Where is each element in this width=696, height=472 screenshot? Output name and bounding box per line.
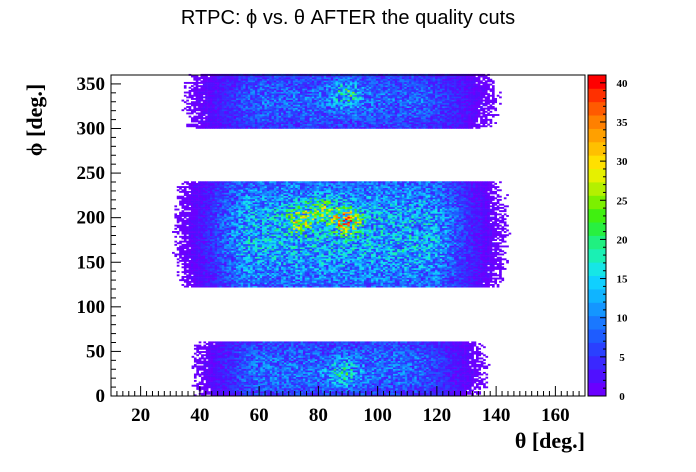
heatmap-band-2 <box>181 73 502 129</box>
colorbar-tick-label: 10 <box>617 313 629 325</box>
colorbar-swatch <box>588 315 606 330</box>
x-axis-title: θ [deg.] <box>515 428 585 453</box>
colorbar-swatch <box>588 302 606 317</box>
x-tick-label: 60 <box>250 405 269 426</box>
y-tick-label: 200 <box>77 208 106 229</box>
colorbar-tick-label: 40 <box>617 78 629 90</box>
colorbar-swatch <box>588 75 606 89</box>
colorbar-tick-label: 25 <box>617 195 629 207</box>
colorbar-tick-label: 30 <box>617 156 629 168</box>
colorbar-swatch <box>588 329 606 343</box>
colorbar-swatch <box>588 262 606 277</box>
colorbar-tick-label: 0 <box>619 391 625 403</box>
colorbar-swatch <box>588 248 606 263</box>
colorbar-swatch <box>588 275 606 290</box>
x-tick-label: 140 <box>482 405 511 426</box>
y-axis-ticks: 0 50 100 150 200 250 300 350 <box>77 74 121 407</box>
heatmap-cells <box>172 73 512 397</box>
colorbar-swatch <box>588 101 606 116</box>
colorbar-swatch <box>588 168 606 183</box>
y-tick-label: 50 <box>86 341 105 362</box>
x-tick-label: 80 <box>309 405 328 426</box>
colorbar-tick-label: 20 <box>617 234 629 246</box>
colorbar-tick-label: 15 <box>617 274 629 286</box>
x-tick-label: 40 <box>190 405 209 426</box>
colorbar-swatch <box>588 141 606 156</box>
colorbar-swatch <box>588 342 606 357</box>
y-tick-label: 100 <box>77 297 106 318</box>
colorbar-tick-label: 5 <box>619 352 625 364</box>
x-tick-label: 160 <box>541 405 570 426</box>
colorbar-tick-label: 35 <box>617 117 629 129</box>
chart-title: RTPC: ϕ vs. θ AFTER the quality cuts <box>181 7 515 29</box>
x-axis-ticks: 20 40 60 80 100 120 140 160 <box>110 386 586 426</box>
colorbar-swatch <box>588 195 606 210</box>
x-tick-label: 20 <box>131 405 150 426</box>
colorbar-ticks: 0 5 10 15 20 25 30 35 40 <box>600 74 629 403</box>
x-tick-label: 120 <box>423 405 452 426</box>
colorbar-swatch <box>588 155 606 170</box>
colorbar-swatch <box>588 222 606 236</box>
colorbar-swatch <box>588 208 606 223</box>
y-tick-label: 350 <box>77 74 106 95</box>
colorbar-swatch <box>588 88 606 103</box>
x-tick-label: 100 <box>363 405 392 426</box>
y-axis-title: ϕ [deg.] <box>22 84 47 156</box>
y-tick-label: 0 <box>96 386 106 407</box>
colorbar-swatch <box>588 128 606 143</box>
colorbar-swatch <box>588 115 606 129</box>
heatmap-band-0 <box>191 341 491 397</box>
colorbar-swatch <box>588 182 606 196</box>
colorbar-swatch <box>588 369 606 384</box>
colorbar-swatch <box>588 355 606 370</box>
colorbar-swatch <box>588 382 606 397</box>
y-tick-label: 300 <box>77 119 106 140</box>
colorbar <box>587 74 607 397</box>
heatmap-band-1 <box>172 181 512 288</box>
y-tick-label: 150 <box>77 252 106 273</box>
colorbar-swatch <box>588 289 606 303</box>
colorbar-frame <box>587 74 607 397</box>
y-tick-label: 250 <box>77 163 106 184</box>
